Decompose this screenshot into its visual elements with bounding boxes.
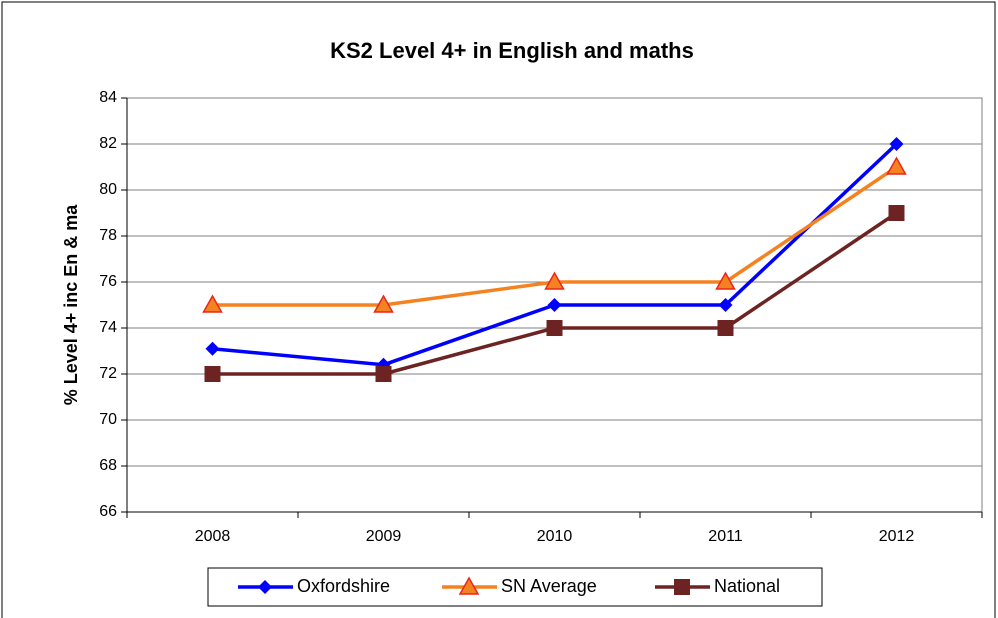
marker	[373, 294, 394, 313]
marker	[205, 341, 220, 356]
y-tick-label: 76	[99, 273, 117, 290]
legend-label: SN Average	[501, 576, 597, 596]
y-tick-label: 82	[99, 135, 117, 152]
x-tick-label: 2009	[366, 528, 402, 545]
y-tick-label: 72	[99, 365, 117, 382]
marker	[544, 271, 565, 290]
y-tick-label: 84	[99, 89, 117, 106]
y-tick-label: 78	[99, 227, 117, 244]
chart-title: KS2 Level 4+ in English and maths	[330, 38, 694, 63]
marker	[717, 320, 734, 336]
y-tick-label: 68	[99, 457, 117, 474]
marker	[889, 137, 904, 151]
marker	[718, 298, 733, 312]
marker	[375, 366, 392, 382]
marker	[258, 580, 272, 594]
legend-box	[207, 567, 823, 607]
marker	[546, 320, 563, 336]
y-tick-label: 74	[99, 319, 117, 336]
y-tick-label: 80	[99, 181, 117, 198]
legend-label: Oxfordshire	[297, 576, 390, 596]
x-tick-label: 2008	[195, 528, 231, 545]
marker	[458, 576, 480, 595]
legend-label: National	[714, 576, 780, 596]
x-tick-label: 2012	[879, 528, 915, 545]
marker	[204, 366, 221, 382]
marker	[888, 205, 905, 221]
marker	[886, 156, 907, 175]
y-axis-label: % Level 4+ inc En & ma	[61, 204, 81, 406]
marker	[715, 271, 736, 290]
x-tick-label: 2011	[708, 528, 743, 545]
x-tick-label: 2010	[537, 528, 573, 545]
y-tick-label: 70	[99, 411, 117, 428]
marker	[674, 579, 690, 595]
y-tick-label: 66	[99, 503, 117, 520]
marker	[547, 298, 562, 312]
marker	[202, 294, 223, 313]
